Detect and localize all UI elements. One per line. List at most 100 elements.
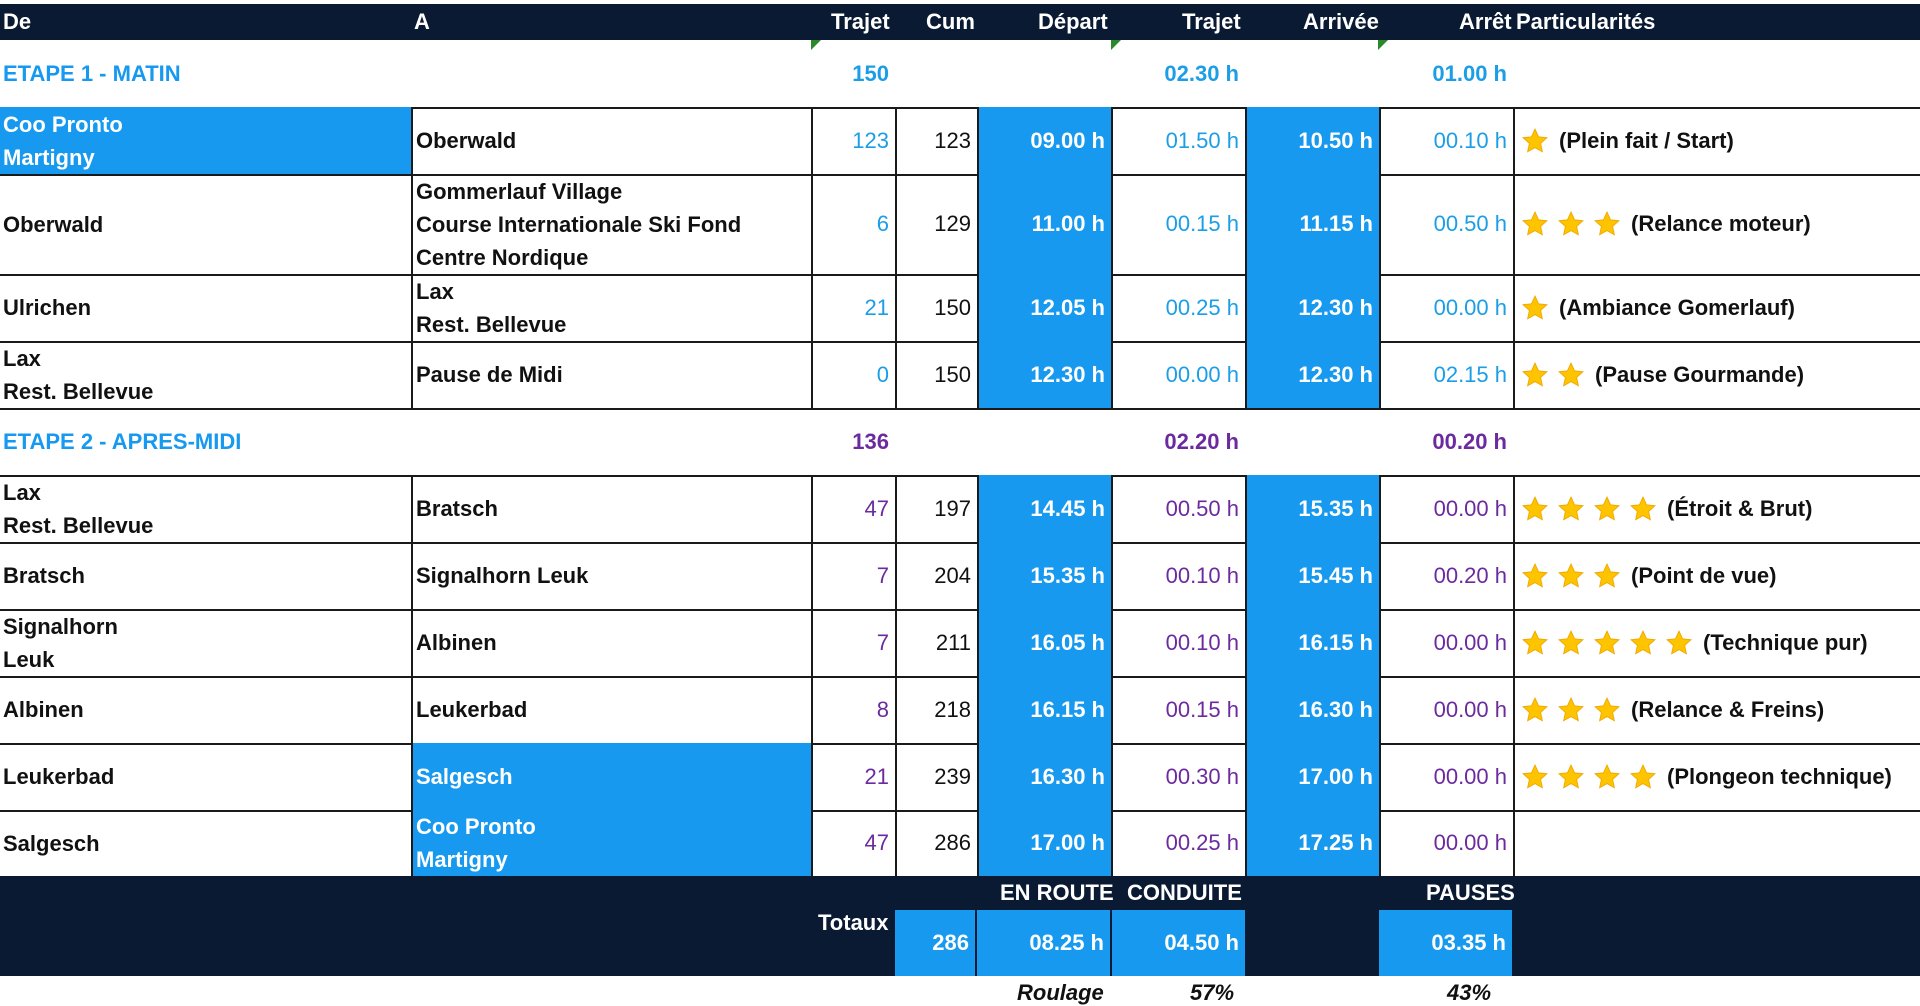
cell-to[interactable]: Oberwald [411, 107, 811, 174]
cell-arret[interactable]: 00.10 h [1379, 107, 1513, 174]
cell-trajet[interactable]: 00.15 h [1111, 174, 1245, 274]
col-header-arret[interactable]: Arrêt [1459, 9, 1512, 34]
cell-trajet[interactable]: 00.30 h [1111, 743, 1245, 810]
cell-km[interactable]: 47 [811, 475, 895, 542]
cell-to[interactable]: Coo Pronto Martigny [411, 810, 811, 876]
cell-to[interactable]: Pause de Midi [411, 341, 811, 408]
cell-to[interactable]: Leukerbad [411, 676, 811, 743]
cell-from[interactable]: Albinen [0, 676, 411, 743]
cell-cum[interactable]: 211 [895, 609, 977, 676]
cell-arret[interactable]: 02.15 h [1379, 341, 1513, 408]
cell-trajet[interactable]: 01.50 h [1111, 107, 1245, 174]
cell-particularites[interactable]: (Plongeon technique) [1513, 743, 1920, 810]
cell-from[interactable]: Lax Rest. Bellevue [0, 341, 411, 408]
col-header-arrivee[interactable]: Arrivée [1303, 9, 1379, 34]
cell-arret[interactable]: 00.00 h [1379, 475, 1513, 542]
cell-trajet[interactable]: 00.10 h [1111, 609, 1245, 676]
cell-cum[interactable]: 129 [895, 174, 977, 274]
cell-particularites[interactable]: (Technique pur) [1513, 609, 1920, 676]
cell-particularites[interactable]: (Pause Gourmande) [1513, 341, 1920, 408]
stage-arret[interactable]: 01.00 h [1379, 40, 1513, 107]
cell-particularites[interactable]: (Point de vue) [1513, 542, 1920, 609]
col-header-depart[interactable]: Départ [1038, 9, 1108, 34]
cell-km[interactable]: 123 [811, 107, 895, 174]
cell-depart[interactable]: 17.00 h [977, 810, 1111, 876]
cell-arret[interactable]: 00.00 h [1379, 743, 1513, 810]
cell-arret[interactable]: 00.00 h [1379, 810, 1513, 876]
cell-arret[interactable]: 00.00 h [1379, 676, 1513, 743]
cell-cum[interactable]: 197 [895, 475, 977, 542]
cell-km[interactable]: 8 [811, 676, 895, 743]
stage-km[interactable]: 136 [811, 408, 895, 475]
cell-from[interactable]: Lax Rest. Bellevue [0, 475, 411, 542]
cell-from[interactable]: Ulrichen [0, 274, 411, 341]
cell-to[interactable]: Signalhorn Leuk [411, 542, 811, 609]
cell-arrivee[interactable]: 17.25 h [1245, 810, 1379, 876]
cell-to[interactable]: Gommerlauf Village Course Internationale … [411, 174, 811, 274]
cell-cum[interactable]: 239 [895, 743, 977, 810]
cell-km[interactable]: 47 [811, 810, 895, 876]
cell-from[interactable]: Oberwald [0, 174, 411, 274]
cell-arret[interactable]: 00.00 h [1379, 609, 1513, 676]
cell-cum[interactable]: 218 [895, 676, 977, 743]
cell-particularites[interactable]: (Plein fait / Start) [1513, 107, 1920, 174]
cell-depart[interactable]: 16.05 h [977, 609, 1111, 676]
total-conduite[interactable]: 04.50 h [1112, 910, 1245, 976]
col-header-particularites[interactable]: Particularités [1516, 9, 1656, 34]
cell-cum[interactable]: 150 [895, 341, 977, 408]
cell-km[interactable]: 6 [811, 174, 895, 274]
cell-trajet[interactable]: 00.25 h [1111, 274, 1245, 341]
cell-arrivee[interactable]: 12.30 h [1245, 274, 1379, 341]
cell-particularites[interactable]: (Relance moteur) [1513, 174, 1920, 274]
stage-label[interactable]: ETAPE 2 - APRES-MIDI [0, 408, 811, 475]
cell-arrivee[interactable]: 17.00 h [1245, 743, 1379, 810]
cell-arrivee[interactable]: 16.30 h [1245, 676, 1379, 743]
cell-trajet[interactable]: 00.50 h [1111, 475, 1245, 542]
cell-from[interactable]: Coo Pronto Martigny [0, 107, 411, 174]
cell-trajet[interactable]: 00.00 h [1111, 341, 1245, 408]
cell-depart[interactable]: 09.00 h [977, 107, 1111, 174]
cell-arret[interactable]: 00.50 h [1379, 174, 1513, 274]
cell-cum[interactable]: 286 [895, 810, 977, 876]
cell-km[interactable]: 7 [811, 542, 895, 609]
cell-trajet[interactable]: 00.10 h [1111, 542, 1245, 609]
col-header-trajet-time[interactable]: Trajet [1182, 9, 1241, 34]
cell-trajet[interactable]: 00.15 h [1111, 676, 1245, 743]
cell-arret[interactable]: 00.20 h [1379, 542, 1513, 609]
cell-cum[interactable]: 150 [895, 274, 977, 341]
cell-arrivee[interactable]: 10.50 h [1245, 107, 1379, 174]
col-header-trajet[interactable]: Trajet [831, 9, 890, 34]
stage-trajet[interactable]: 02.20 h [1111, 408, 1245, 475]
cell-particularites[interactable]: (Relance & Freins) [1513, 676, 1920, 743]
cell-depart[interactable]: 14.45 h [977, 475, 1111, 542]
cell-from[interactable]: Signalhorn Leuk [0, 609, 411, 676]
col-header-de[interactable]: De [3, 9, 32, 34]
stage-trajet[interactable]: 02.30 h [1111, 40, 1245, 107]
cell-arret[interactable]: 00.00 h [1379, 274, 1513, 341]
total-km[interactable]: 286 [895, 910, 975, 976]
cell-to[interactable]: Bratsch [411, 475, 811, 542]
stage-label[interactable]: ETAPE 1 - MATIN [0, 40, 811, 107]
cell-arrivee[interactable]: 15.45 h [1245, 542, 1379, 609]
cell-depart[interactable]: 16.30 h [977, 743, 1111, 810]
cell-to[interactable]: Albinen [411, 609, 811, 676]
total-pauses[interactable]: 03.35 h [1379, 910, 1512, 976]
col-header-cum[interactable]: Cum [926, 9, 975, 34]
cell-arrivee[interactable]: 12.30 h [1245, 341, 1379, 408]
cell-trajet[interactable]: 00.25 h [1111, 810, 1245, 876]
cell-from[interactable]: Bratsch [0, 542, 411, 609]
cell-depart[interactable]: 11.00 h [977, 174, 1111, 274]
cell-particularites[interactable]: (Ambiance Gomerlauf) [1513, 274, 1920, 341]
cell-from[interactable]: Salgesch [0, 810, 411, 876]
cell-particularites[interactable] [1513, 810, 1920, 876]
cell-km[interactable]: 7 [811, 609, 895, 676]
cell-arrivee[interactable]: 11.15 h [1245, 174, 1379, 274]
stage-arret[interactable]: 00.20 h [1379, 408, 1513, 475]
cell-km[interactable]: 21 [811, 274, 895, 341]
cell-to[interactable]: Salgesch [411, 743, 811, 810]
cell-depart[interactable]: 16.15 h [977, 676, 1111, 743]
total-en-route[interactable]: 08.25 h [977, 910, 1110, 976]
cell-to[interactable]: Lax Rest. Bellevue [411, 274, 811, 341]
cell-from[interactable]: Leukerbad [0, 743, 411, 810]
cell-particularites[interactable]: (Étroit & Brut) [1513, 475, 1920, 542]
